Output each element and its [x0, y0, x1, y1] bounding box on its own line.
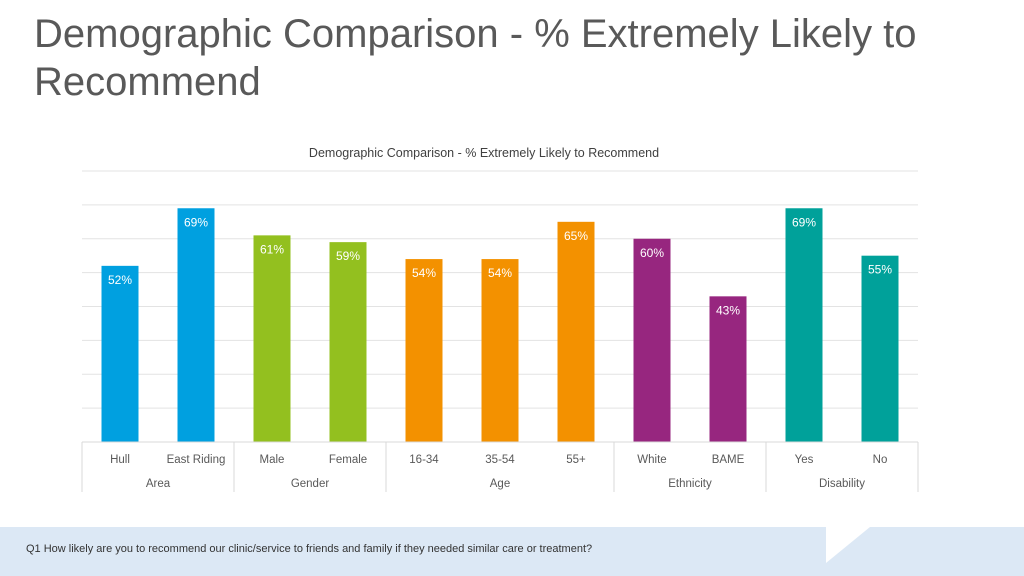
bars: 52% 69% 61% 59% 54% 54% 65% 60% 43% 69% 55%: [101, 208, 899, 442]
bar: [709, 296, 747, 442]
data-label: 65%: [564, 229, 588, 243]
data-label: 43%: [716, 303, 740, 317]
tick-label: White: [637, 454, 666, 466]
bar: [481, 259, 519, 442]
data-label: 60%: [640, 246, 664, 260]
tick-label: 55+: [566, 454, 586, 466]
bar: [101, 265, 139, 442]
chart-title: Demographic Comparison - % Extremely Lik…: [309, 146, 659, 160]
data-label: 69%: [184, 215, 208, 229]
group-label: Disability: [819, 478, 865, 490]
data-label: 61%: [260, 242, 284, 256]
data-label: 69%: [792, 215, 816, 229]
data-label: 55%: [868, 263, 892, 277]
tick-label: Hull: [110, 454, 130, 466]
bar-chart: Demographic Comparison - % Extremely Lik…: [81, 146, 919, 492]
tick-label: 16-34: [409, 454, 439, 466]
slide-title: Demographic Comparison - % Extremely Lik…: [34, 12, 917, 104]
data-label: 54%: [488, 266, 512, 280]
bar: [405, 259, 443, 442]
bar: [253, 235, 291, 442]
tick-label: BAME: [712, 454, 745, 466]
data-label: 52%: [108, 273, 132, 287]
group-label: Age: [490, 478, 510, 490]
tick-label: Yes: [795, 454, 814, 466]
x-axis: Area Gender Age Ethnicity Disability Hull East…: [81, 441, 919, 492]
group-label: Ethnicity: [668, 478, 712, 490]
group-label: Area: [146, 478, 171, 490]
tick-label: Female: [329, 454, 367, 466]
tick-label: Male: [260, 454, 285, 466]
data-label: 59%: [336, 249, 360, 263]
bar: [861, 255, 899, 442]
bar: [177, 208, 215, 442]
bar: [329, 242, 367, 442]
data-label: 54%: [412, 266, 436, 280]
footer-notch: [826, 527, 870, 563]
tick-label: No: [873, 454, 888, 466]
tick-label: 35-54: [485, 454, 515, 466]
footnote: Q1 How likely are you to recommend our c…: [26, 543, 593, 555]
tick-label: East Riding: [167, 454, 226, 466]
bar: [633, 238, 671, 442]
group-label: Gender: [291, 478, 330, 490]
bar: [785, 208, 823, 442]
bar: [557, 221, 595, 442]
